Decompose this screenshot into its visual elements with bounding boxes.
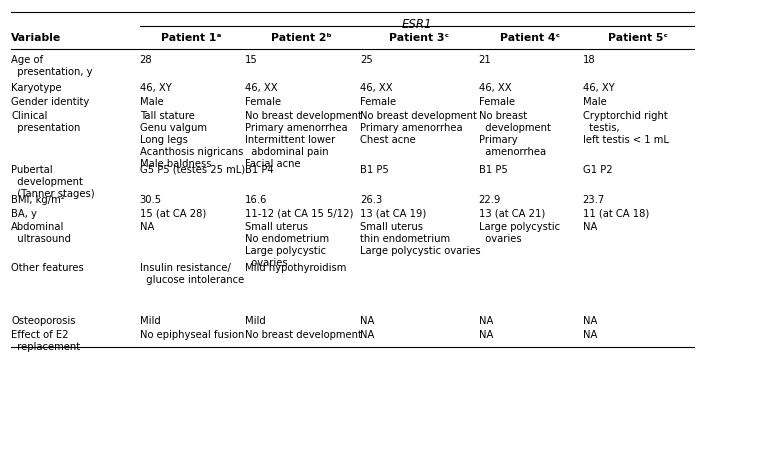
Text: Other features: Other features — [11, 263, 84, 272]
Text: Gender identity: Gender identity — [11, 97, 89, 107]
Text: 46, XX: 46, XX — [245, 83, 278, 92]
Text: 30.5: 30.5 — [139, 195, 162, 205]
Text: Patient 3ᶜ: Patient 3ᶜ — [388, 34, 449, 43]
Text: B1 P4: B1 P4 — [245, 164, 273, 174]
Text: NA: NA — [478, 315, 493, 325]
Text: Small uterus
No endometrium
Large polycystic
  ovaries: Small uterus No endometrium Large polycy… — [245, 222, 329, 268]
Text: Female: Female — [245, 97, 281, 107]
Text: Patient 4ᶜ: Patient 4ᶜ — [500, 34, 560, 43]
Text: Male: Male — [139, 97, 164, 107]
Text: 15 (at CA 28): 15 (at CA 28) — [139, 208, 206, 218]
Text: NA: NA — [360, 329, 374, 339]
Text: Mild: Mild — [245, 315, 266, 325]
Text: 46, XX: 46, XX — [360, 83, 393, 92]
Text: NA: NA — [583, 315, 597, 325]
Text: No breast
  development
Primary
  amenorrhea: No breast development Primary amenorrhea — [478, 111, 550, 157]
Text: 46, XX: 46, XX — [478, 83, 511, 92]
Text: 18: 18 — [583, 55, 595, 65]
Text: Female: Female — [360, 97, 396, 107]
Text: NA: NA — [583, 222, 597, 232]
Text: No breast development
Primary amenorrhea
Chest acne: No breast development Primary amenorrhea… — [360, 111, 477, 145]
Text: Tall stature
Genu valgum
Long legs
Acanthosis nigricans
Male baldness: Tall stature Genu valgum Long legs Acant… — [139, 111, 243, 169]
Text: 21: 21 — [478, 55, 491, 65]
Text: Cryptorchid right
  testis,
left testis < 1 mL: Cryptorchid right testis, left testis < … — [583, 111, 668, 145]
Text: No epiphyseal fusion: No epiphyseal fusion — [139, 329, 244, 339]
Text: NA: NA — [583, 329, 597, 339]
Text: Mild: Mild — [139, 315, 160, 325]
Text: 28: 28 — [139, 55, 152, 65]
Text: B1 P5: B1 P5 — [360, 164, 388, 174]
Text: NA: NA — [478, 329, 493, 339]
Text: Insulin resistance/
  glucose intolerance: Insulin resistance/ glucose intolerance — [139, 263, 244, 284]
Text: Karyotype: Karyotype — [11, 83, 62, 92]
Text: Variable: Variable — [11, 34, 61, 43]
Text: BMI, kg/m²: BMI, kg/m² — [11, 195, 65, 205]
Text: Female: Female — [478, 97, 515, 107]
Text: Small uterus
thin endometrium
Large polycystic ovaries: Small uterus thin endometrium Large poly… — [360, 222, 481, 256]
Text: Clinical
  presentation: Clinical presentation — [11, 111, 81, 133]
Text: 11-12 (at CA 15 5/12): 11-12 (at CA 15 5/12) — [245, 208, 354, 218]
Text: 13 (at CA 21): 13 (at CA 21) — [478, 208, 545, 218]
Text: Abdominal
  ultrasound: Abdominal ultrasound — [11, 222, 71, 244]
Text: NA: NA — [360, 315, 374, 325]
Text: Patient 5ᶜ: Patient 5ᶜ — [608, 34, 668, 43]
Text: No breast development: No breast development — [245, 329, 362, 339]
Text: Patient 2ᵇ: Patient 2ᵇ — [271, 34, 332, 43]
Text: Patient 1ᵃ: Patient 1ᵃ — [161, 34, 222, 43]
Text: G5 P5 (testes 25 mL): G5 P5 (testes 25 mL) — [139, 164, 245, 174]
Text: 26.3: 26.3 — [360, 195, 382, 205]
Text: 23.7: 23.7 — [583, 195, 605, 205]
Text: NA: NA — [139, 222, 154, 232]
Text: 25: 25 — [360, 55, 372, 65]
Text: G1 P2: G1 P2 — [583, 164, 612, 174]
Text: Pubertal
  development
  (Tanner stages): Pubertal development (Tanner stages) — [11, 164, 95, 198]
Text: 46, XY: 46, XY — [583, 83, 614, 92]
Text: 16.6: 16.6 — [245, 195, 267, 205]
Text: 46, XY: 46, XY — [139, 83, 171, 92]
Text: Age of
  presentation, y: Age of presentation, y — [11, 55, 93, 77]
Text: ESR1: ESR1 — [401, 18, 432, 31]
Text: Osteoporosis: Osteoporosis — [11, 315, 76, 325]
Text: 15: 15 — [245, 55, 257, 65]
Text: Effect of E2
  replacement: Effect of E2 replacement — [11, 329, 80, 351]
Text: B1 P5: B1 P5 — [478, 164, 507, 174]
Text: 22.9: 22.9 — [478, 195, 501, 205]
Text: Mild hypothyroidism: Mild hypothyroidism — [245, 263, 347, 272]
Text: BA, y: BA, y — [11, 208, 37, 218]
Text: No breast development
Primary amenorrhea
Intermittent lower
  abdominal pain
Fac: No breast development Primary amenorrhea… — [245, 111, 362, 169]
Text: Large polycystic
  ovaries: Large polycystic ovaries — [478, 222, 559, 244]
Text: 11 (at CA 18): 11 (at CA 18) — [583, 208, 649, 218]
Text: 13 (at CA 19): 13 (at CA 19) — [360, 208, 426, 218]
Text: Male: Male — [583, 97, 606, 107]
